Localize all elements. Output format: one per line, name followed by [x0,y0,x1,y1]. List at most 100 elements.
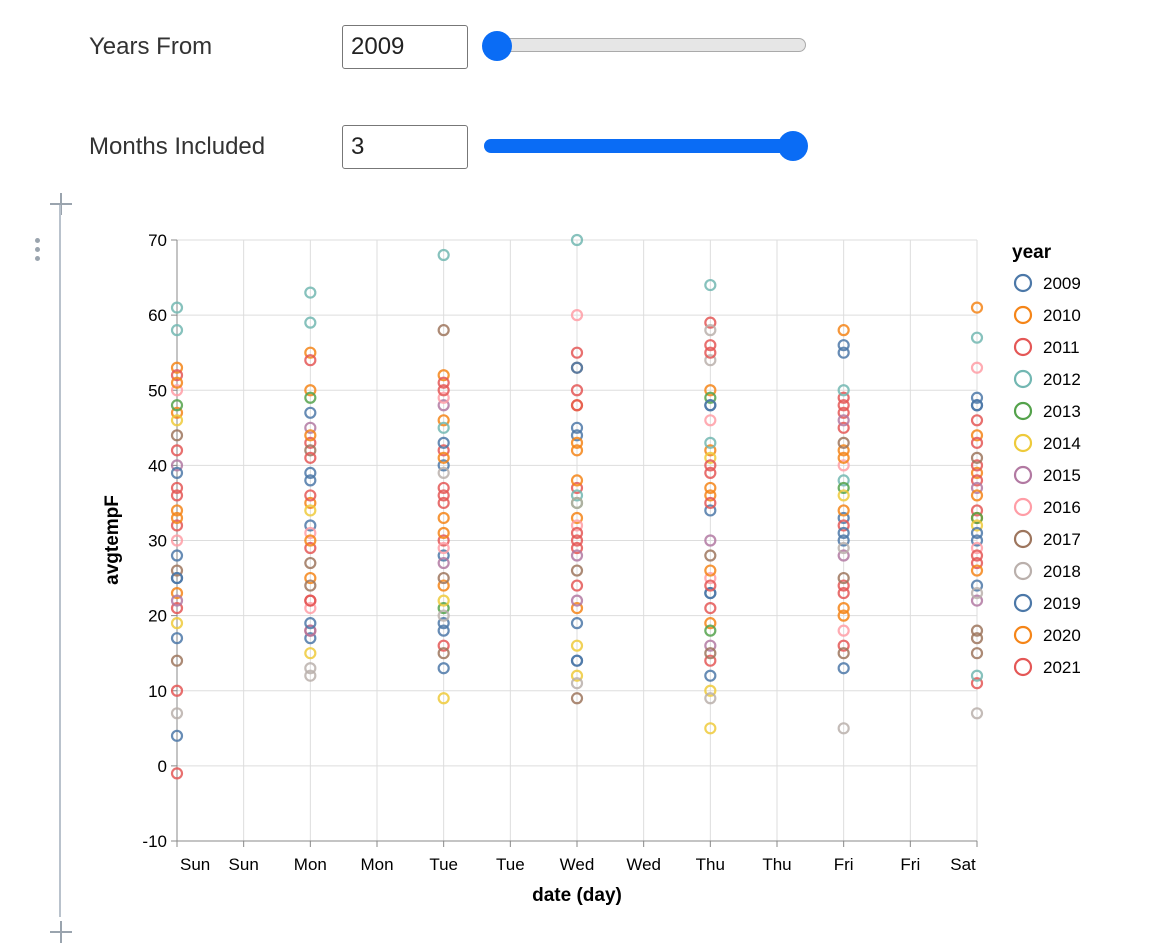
data-point-2012 [304,286,317,299]
data-point-2018 [170,707,184,720]
data-point-2020 [570,474,584,487]
data-point-2017 [170,654,184,667]
months-included-slider-handle[interactable] [778,131,808,161]
data-point-2020 [970,564,984,577]
data-point-2019 [837,346,850,359]
legend-symbol-2021 [1013,657,1033,677]
cell-menu-icon[interactable] [34,238,42,266]
data-point-2009 [304,632,317,645]
x-tick-label: Fri [900,855,920,874]
data-point-2011 [970,677,984,690]
data-point-2018 [304,669,317,682]
legend-label-2018: 2018 [1043,562,1081,581]
data-point-2011 [437,496,450,510]
data-point-2009 [170,729,184,742]
data-point-2021 [570,579,584,592]
data-point-2015 [437,399,450,412]
data-point-2011 [570,399,584,412]
legend-label-2020: 2020 [1043,626,1081,645]
data-point-2017 [970,451,984,464]
data-point-2017 [570,692,584,705]
data-point-2011 [170,684,184,697]
data-point-2019 [304,466,317,479]
legend-symbol-2013 [1013,401,1033,421]
data-point-2014 [970,519,984,532]
data-point-2017 [837,571,850,585]
x-tick-label: Wed [626,855,661,874]
data-point-2009 [437,662,450,675]
data-point-2017 [170,564,184,577]
data-point-2011 [570,541,584,555]
data-point-2011 [304,354,317,367]
data-point-2018 [837,722,850,735]
data-point-2012 [304,316,317,329]
data-point-2015 [570,594,584,607]
data-point-2016 [837,624,850,637]
months-included-slider-track[interactable] [484,139,806,153]
legend-symbol-2014 [1013,433,1033,453]
data-point-2009 [970,534,984,547]
add-cell-below-icon[interactable] [50,921,72,943]
data-point-2014 [837,489,850,502]
data-point-2015 [170,459,184,472]
y-tick-label: 20 [148,607,167,626]
data-point-2012 [437,421,450,434]
legend-symbol-2017 [1013,529,1033,549]
data-point-2014 [704,684,717,697]
years-from-input[interactable] [342,25,468,69]
data-point-2021 [837,586,850,600]
data-point-2012 [837,384,850,397]
data-point-2011 [704,339,717,352]
data-point-2009 [304,406,317,419]
x-tick-label: Wed [560,855,595,874]
x-tick-label: Mon [294,855,327,874]
data-point-2009 [570,429,584,442]
data-point-2011 [437,444,450,457]
data-point-2014 [304,647,317,660]
data-point-2021 [170,489,184,502]
data-point-2021 [837,399,850,412]
axes: 70 60 50 40 30 20 10 0 -10 Sun Sun Mon Mon Tue Tue Wed W… [142,231,978,874]
data-point-2010 [304,496,317,510]
data-point-2014 [570,669,584,682]
legend-symbol-2015 [1013,465,1033,485]
legend-label-2016: 2016 [1043,498,1081,517]
x-tick-label: Tue [429,855,458,874]
y-axis-title: avgtempF [102,495,123,585]
data-point-2009 [437,459,450,472]
months-included-input[interactable] [342,125,468,169]
data-point-2011 [837,639,850,652]
data-point-2010 [170,361,184,374]
legend-label-2013: 2013 [1043,402,1081,421]
data-point-2019 [437,624,450,637]
data-point-2021 [170,444,184,457]
data-point-2016 [970,361,984,374]
legend-symbol-2012 [1013,369,1033,389]
data-point-2016 [170,384,184,397]
data-point-2019 [570,361,584,374]
data-point-2015 [704,639,717,652]
legend-label-2010: 2010 [1043,306,1081,325]
data-point-2009 [837,511,850,525]
data-point-2015 [304,421,317,434]
data-point-2020 [304,429,317,442]
data-point-2016 [704,414,717,427]
data-point-2013 [704,624,717,637]
x-tick-label: Fri [834,855,854,874]
data-point-2013 [970,511,984,525]
data-point-2009 [704,669,717,682]
add-cell-above-icon[interactable] [50,193,72,215]
data-point-2013 [170,399,184,412]
years-from-slider-handle[interactable] [482,31,512,61]
data-point-2012 [170,324,184,337]
data-point-2010 [437,579,450,592]
data-point-2020 [837,451,850,464]
data-point-2018 [837,541,850,555]
data-point-2010 [837,602,850,615]
data-point-2018 [704,692,717,705]
data-point-2019 [170,571,184,585]
data-point-2019 [970,399,984,412]
data-point-2009 [837,662,850,675]
data-point-2017 [570,564,584,577]
data-point-2016 [570,519,584,532]
